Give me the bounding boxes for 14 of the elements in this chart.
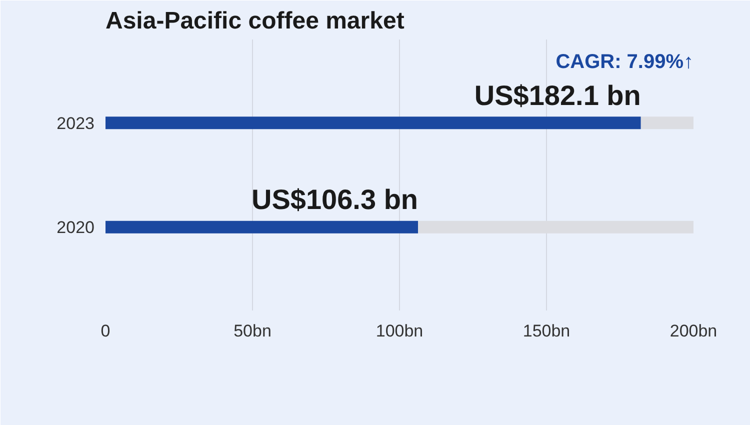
bar bbox=[640, 116, 694, 130]
x-tick-label: 200bn bbox=[670, 322, 718, 340]
chart-title: Asia-Pacific coffee market bbox=[106, 8, 404, 34]
x-tick-label: 0 bbox=[100, 322, 110, 340]
annotation: CAGR: 7.99%↑ bbox=[556, 50, 694, 73]
data-label: US$106.3 bn bbox=[252, 184, 418, 216]
y-tick-label: 2020 bbox=[56, 218, 95, 238]
bar bbox=[106, 220, 418, 234]
bar bbox=[106, 116, 641, 130]
x-tick-label: 150bn bbox=[522, 322, 570, 340]
data-label: US$182.1 bn bbox=[474, 80, 641, 111]
y-tick-label: 2023 bbox=[56, 114, 95, 133]
x-tick-label: 50bn bbox=[234, 322, 272, 340]
x-tick-label: 100bn bbox=[376, 322, 424, 340]
